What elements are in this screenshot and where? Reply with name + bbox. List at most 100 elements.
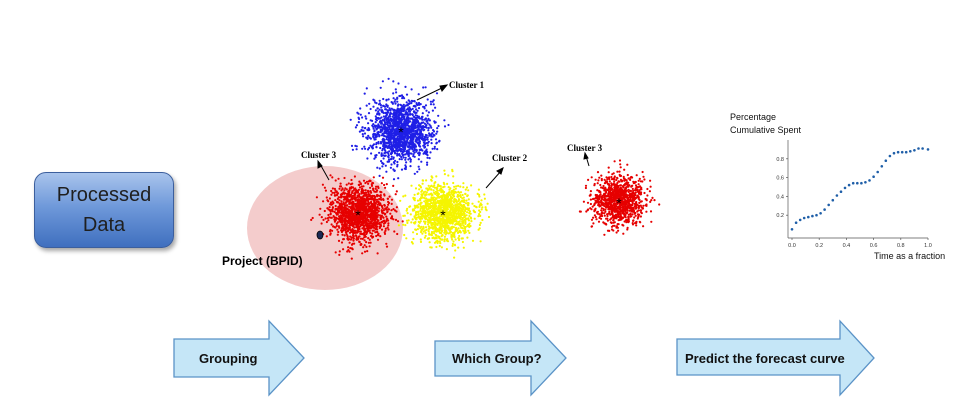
cluster1-point bbox=[402, 153, 406, 156]
cluster3-point bbox=[378, 221, 381, 224]
cluster3-point bbox=[370, 184, 374, 187]
cluster3-point bbox=[390, 209, 393, 212]
cluster1-point bbox=[394, 119, 397, 122]
cluster2-point bbox=[461, 193, 464, 197]
cluster1-point bbox=[435, 92, 439, 95]
cluster1-point bbox=[408, 152, 411, 155]
cluster2-point bbox=[420, 225, 423, 228]
cluster3-point bbox=[376, 189, 379, 192]
cluster1-point bbox=[415, 150, 418, 153]
cluster3-point bbox=[359, 237, 363, 240]
cluster3-point bbox=[380, 214, 383, 217]
cluster1-point bbox=[380, 134, 384, 137]
cluster3-selected-point bbox=[607, 208, 611, 211]
cluster1-point bbox=[388, 115, 392, 118]
cluster3-point bbox=[333, 187, 336, 190]
cluster3-point bbox=[370, 234, 373, 238]
cluster2-point bbox=[443, 231, 446, 234]
cluster1-point bbox=[393, 162, 396, 165]
cluster1-point bbox=[418, 134, 421, 138]
cluster2-point bbox=[427, 199, 430, 202]
cluster1-point bbox=[402, 135, 406, 138]
cluster3-point bbox=[336, 228, 339, 231]
cluster3-point bbox=[319, 207, 322, 210]
cluster1-point bbox=[417, 101, 421, 105]
cluster1-point bbox=[389, 111, 392, 115]
cluster2-point bbox=[449, 230, 452, 233]
cluster3-point bbox=[369, 218, 372, 221]
cluster3-selected-point bbox=[606, 214, 609, 218]
cluster2-point bbox=[447, 232, 450, 235]
cluster2-point bbox=[445, 226, 449, 229]
cluster3-point bbox=[375, 185, 378, 188]
cluster1-point bbox=[412, 141, 415, 144]
cluster3-point bbox=[347, 200, 350, 203]
cluster3-selected-point bbox=[626, 209, 629, 212]
cluster2-point bbox=[431, 227, 435, 230]
cluster1-point bbox=[392, 97, 395, 100]
cluster3-point bbox=[359, 218, 362, 221]
cluster3-point bbox=[337, 207, 340, 210]
cluster1-point bbox=[367, 134, 370, 137]
cluster2-point bbox=[453, 195, 456, 198]
cluster2-point bbox=[462, 204, 465, 207]
cluster1-point bbox=[434, 121, 437, 124]
cluster1-point bbox=[422, 125, 425, 128]
cluster1-point bbox=[382, 140, 385, 143]
cluster1-point bbox=[409, 139, 412, 142]
cluster3-point bbox=[366, 204, 369, 207]
cluster2-point bbox=[467, 229, 470, 232]
cluster3-point bbox=[351, 216, 354, 219]
cluster2-point bbox=[442, 204, 446, 208]
cluster3-point bbox=[364, 189, 367, 192]
cluster3-selected-point bbox=[638, 201, 641, 204]
cluster1-point bbox=[430, 135, 433, 138]
cluster3-point bbox=[363, 236, 366, 239]
cluster2-point bbox=[462, 200, 465, 203]
cluster1-point bbox=[404, 167, 407, 171]
cluster1-point bbox=[361, 147, 364, 150]
cluster2-point bbox=[413, 199, 416, 202]
cluster3-point bbox=[383, 204, 386, 207]
cluster1-point bbox=[387, 77, 390, 80]
cluster1-point bbox=[393, 145, 396, 149]
cluster2-point bbox=[436, 223, 439, 227]
cluster2-point bbox=[424, 217, 427, 221]
cluster1-point bbox=[413, 104, 416, 107]
cluster1-point bbox=[419, 103, 422, 106]
cluster2-point bbox=[445, 213, 448, 216]
cluster3-selected-point bbox=[590, 176, 593, 179]
cluster3-point bbox=[329, 212, 332, 215]
cluster3-point bbox=[342, 213, 345, 216]
cluster3-point bbox=[354, 234, 357, 237]
cluster3-selected-point bbox=[622, 232, 625, 235]
cluster2-point bbox=[430, 234, 433, 237]
cluster3-point bbox=[362, 233, 365, 236]
cluster1-point bbox=[370, 152, 373, 155]
cluster3-point bbox=[396, 220, 400, 223]
cluster3-point bbox=[330, 193, 333, 196]
cluster3-point bbox=[376, 198, 379, 201]
cluster2-point bbox=[465, 214, 468, 217]
cluster3-point bbox=[334, 179, 337, 182]
cluster1-point bbox=[418, 142, 421, 145]
cluster3-point bbox=[338, 202, 341, 205]
cluster1-point bbox=[386, 132, 389, 135]
cluster1-point bbox=[443, 119, 446, 122]
cluster1-point bbox=[374, 115, 377, 118]
cluster2-point bbox=[432, 211, 435, 214]
cluster1-point bbox=[393, 100, 396, 103]
cluster2-point bbox=[441, 189, 444, 192]
cluster3-point bbox=[330, 216, 333, 219]
cluster2-point bbox=[446, 211, 449, 214]
cluster1-point bbox=[417, 158, 420, 161]
cluster3-point bbox=[382, 209, 385, 212]
cluster3-point bbox=[383, 231, 386, 234]
cluster3-point bbox=[374, 231, 377, 234]
cluster1-point bbox=[402, 145, 406, 148]
cluster3-point bbox=[361, 237, 364, 240]
cluster2-point bbox=[468, 214, 471, 218]
cluster2-point bbox=[455, 222, 458, 225]
cluster2-point bbox=[447, 174, 450, 177]
cluster1-point bbox=[384, 149, 387, 152]
